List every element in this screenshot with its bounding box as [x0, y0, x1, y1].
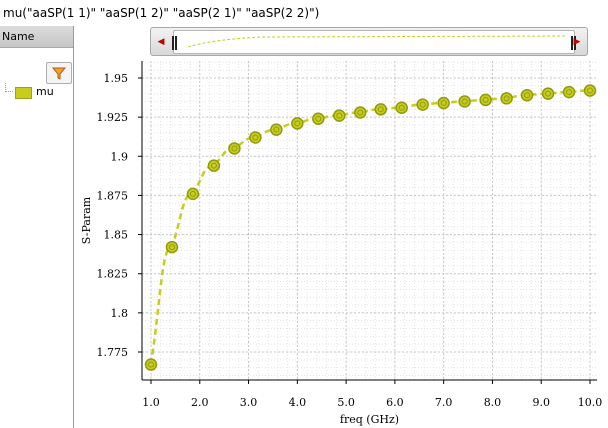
- data-point-mu: [416, 98, 429, 111]
- data-point-mu: [249, 131, 262, 144]
- data-point-ring-mu: [461, 98, 468, 105]
- data-point-ring-mu: [419, 101, 426, 108]
- data-point-ring-mu: [273, 126, 280, 133]
- tree-connector: [5, 83, 13, 92]
- data-point-ring-mu: [587, 87, 593, 94]
- y-tick-label: 1.85: [104, 229, 129, 242]
- name-header-label: Name: [2, 30, 35, 43]
- x-tick-label: 7.0: [435, 396, 453, 409]
- x-tick-label: 3.0: [240, 396, 258, 409]
- data-point-mu: [437, 96, 450, 110]
- data-point-ring-mu: [231, 145, 238, 152]
- data-point-ring-mu: [252, 134, 259, 141]
- plot-area: [142, 61, 597, 380]
- x-tick-label: 4.0: [289, 396, 307, 409]
- data-point-mu: [562, 85, 576, 99]
- overview-right-handle[interactable]: [571, 36, 576, 50]
- data-point-ring-mu: [545, 90, 552, 97]
- overview-left-handle[interactable]: [172, 36, 177, 50]
- x-tick-label: 6.0: [386, 396, 404, 409]
- data-point-mu: [312, 112, 325, 125]
- x-tick-label: 2.0: [191, 396, 209, 409]
- data-point-ring-mu: [315, 115, 322, 122]
- data-point-mu: [144, 358, 158, 371]
- data-point-ring-mu: [148, 361, 154, 368]
- y-tick-label: 1.875: [97, 189, 129, 202]
- data-point-mu: [458, 95, 471, 108]
- overview-window[interactable]: [172, 30, 576, 54]
- overview-scrollbar[interactable]: ◀ ▶: [150, 27, 588, 56]
- legend-panel: Name mu: [0, 26, 74, 428]
- expression-title: mu("aaSP(1 1)" "aaSP(1 2)" "aaSP(2 1)" "…: [3, 6, 320, 20]
- data-point-mu: [291, 117, 304, 130]
- data-point-ring-mu: [189, 190, 196, 197]
- filter-icon: [52, 67, 66, 80]
- data-point-ring-mu: [566, 89, 573, 96]
- y-tick-label: 1.925: [97, 111, 129, 124]
- legend-label-mu[interactable]: mu: [36, 85, 54, 98]
- data-point-ring-mu: [357, 109, 364, 116]
- scroll-right-arrow-icon[interactable]: ▶: [573, 37, 581, 47]
- data-point-mu: [520, 88, 534, 102]
- scroll-left-arrow-icon[interactable]: ◀: [157, 37, 165, 47]
- data-point-mu: [333, 109, 346, 122]
- filter-button[interactable]: [46, 62, 72, 84]
- data-point-ring-mu: [440, 100, 447, 107]
- data-point-ring-mu: [377, 106, 384, 113]
- legend-swatch-mu[interactable]: [15, 87, 32, 99]
- data-point-ring-mu: [482, 96, 489, 103]
- name-column-header[interactable]: Name: [0, 26, 73, 48]
- data-point-ring-mu: [503, 95, 510, 102]
- data-point-mu: [354, 106, 367, 119]
- x-tick-label: 1.0: [142, 396, 160, 409]
- data-point-ring-mu: [168, 244, 175, 251]
- data-point-ring-mu: [210, 162, 217, 169]
- data-point-ring-mu: [294, 120, 301, 127]
- overview-trace: [187, 35, 567, 48]
- y-tick-label: 1.8: [111, 307, 129, 320]
- x-tick-label: 5.0: [337, 396, 355, 409]
- y-axis-label: S-Param: [80, 196, 93, 244]
- y-tick-label: 1.775: [97, 346, 129, 359]
- x-tick-label: 9.0: [532, 396, 550, 409]
- x-axis-label: freq (GHz): [340, 413, 399, 426]
- y-tick-label: 1.95: [104, 72, 129, 85]
- data-point-mu: [374, 103, 387, 116]
- data-point-mu: [207, 159, 221, 172]
- data-point-mu: [395, 101, 408, 114]
- data-point-ring-mu: [336, 112, 343, 119]
- x-tick-label: 8.0: [484, 396, 502, 409]
- data-point-mu: [165, 240, 179, 254]
- data-point-ring-mu: [524, 92, 531, 99]
- y-tick-label: 1.825: [97, 268, 129, 281]
- data-point-ring-mu: [398, 104, 405, 111]
- data-point-mu: [479, 93, 492, 107]
- y-tick-label: 1.9: [111, 150, 129, 163]
- data-point-mu: [500, 92, 513, 105]
- data-point-mu: [270, 123, 283, 136]
- data-point-mu: [583, 84, 597, 97]
- data-point-mu: [228, 142, 241, 155]
- data-point-mu: [541, 87, 555, 100]
- x-tick-label: 10.0: [578, 396, 603, 409]
- data-point-mu: [186, 187, 200, 201]
